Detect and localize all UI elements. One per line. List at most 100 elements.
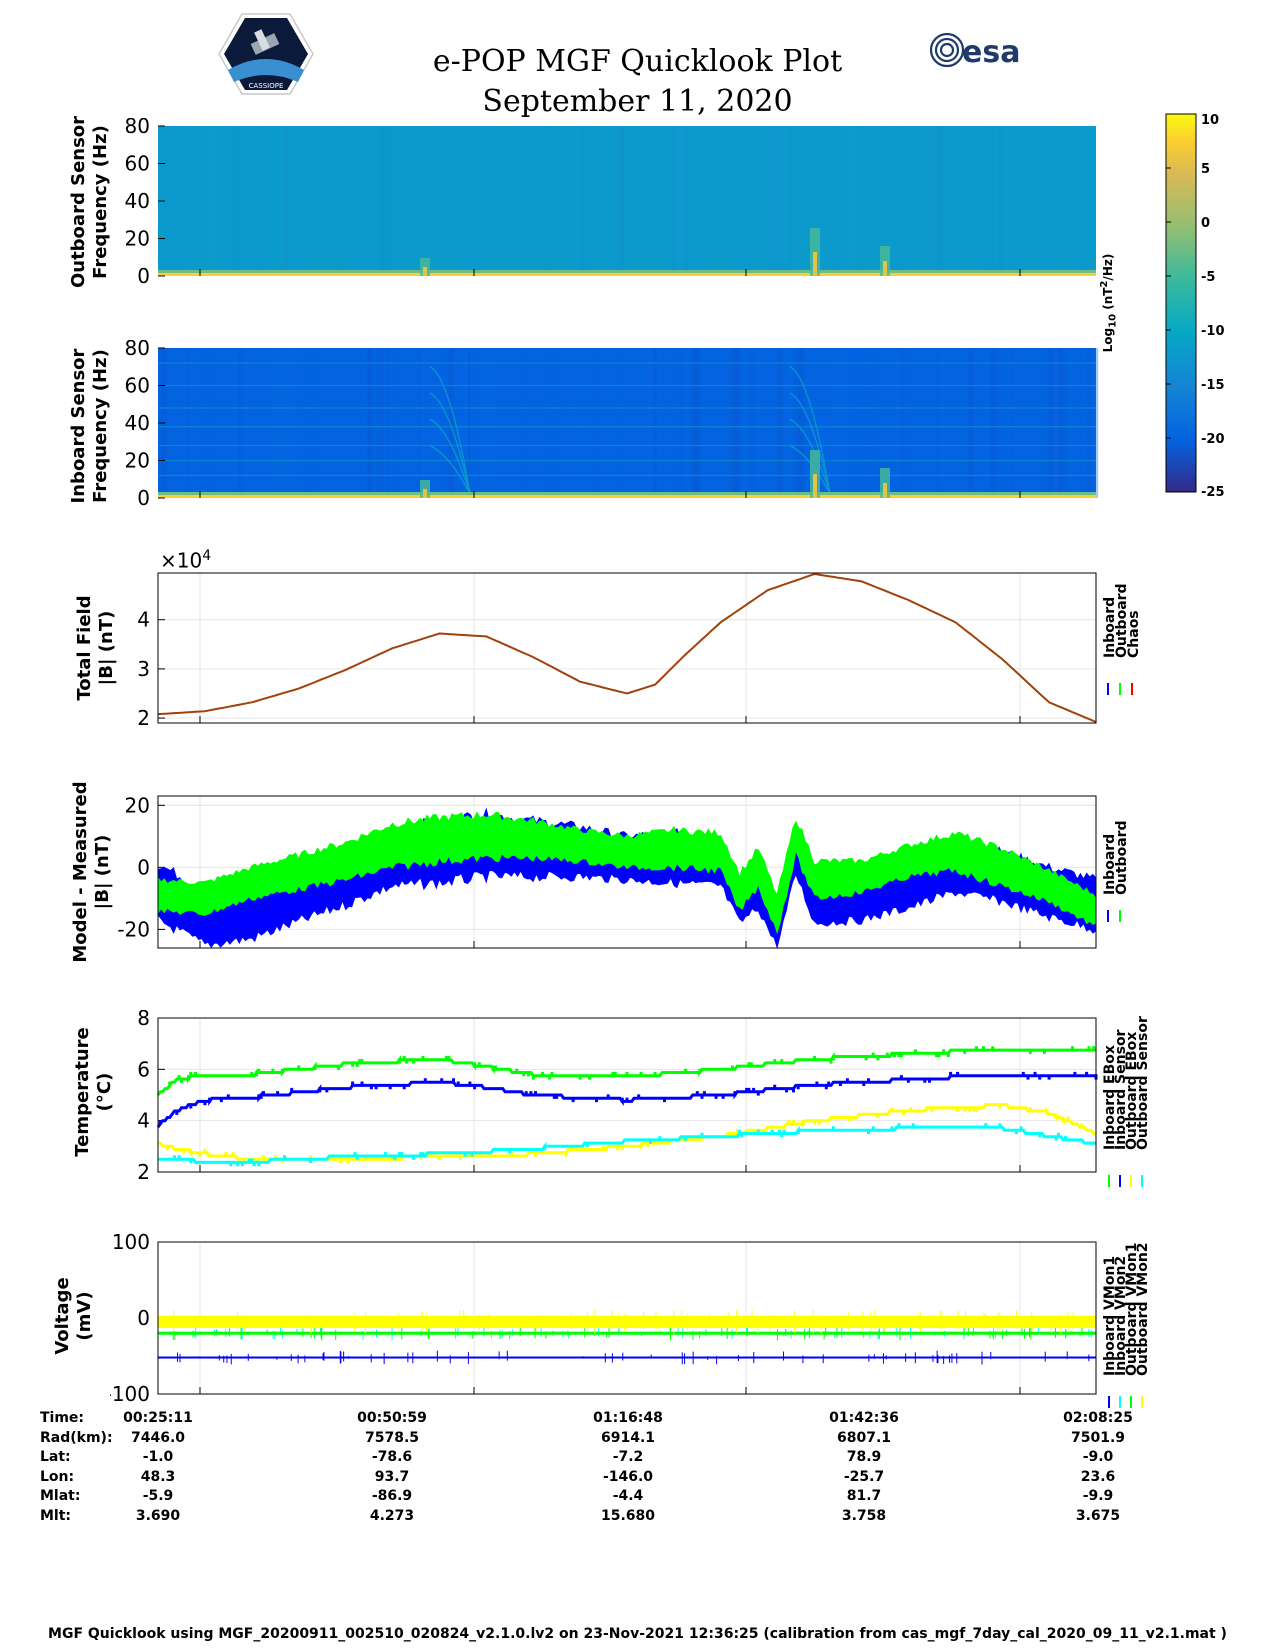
inboard-spectrogram-texture <box>307 348 315 498</box>
total-field-exponent: ×104 <box>160 548 211 573</box>
inboard-spectrogram-texture <box>652 348 657 498</box>
temperature-chart: 8 6 4 2 <box>110 1006 1110 1184</box>
total-field-legend-label: Outboard <box>1114 583 1130 658</box>
outboard-spectrogram-background <box>158 126 1096 276</box>
inboard-spectrogram-texture <box>240 348 245 498</box>
ephemeris-cell: 3.758 <box>841 1507 887 1524</box>
ephemeris-cell: -1.0 <box>142 1449 174 1465</box>
outboard-spectrogram-texture <box>937 126 941 276</box>
colorbar-tick-label: 10 <box>1201 113 1219 128</box>
inboard-spectrogram-texture <box>574 348 582 498</box>
outboard-spectrogram-texture <box>851 126 856 276</box>
temperature-axes-box <box>157 1017 1097 1173</box>
esa-logo-icon <box>929 32 965 68</box>
inboard-spectrogram-ytick-label: 20 <box>125 449 150 473</box>
outboard-spectrogram-texture <box>359 126 365 276</box>
inboard-spectrogram-texture <box>290 348 296 498</box>
ephemeris-cell: 4.273 <box>369 1507 415 1524</box>
ephemeris-cell: 48.3 <box>140 1468 176 1485</box>
colorbar-gradient <box>1165 113 1197 493</box>
voltage-series-outboard-vmon1 <box>158 1331 1096 1335</box>
inboard-spectrogram-whistler-trace <box>429 418 471 495</box>
outboard-spectrogram-texture <box>1066 126 1074 276</box>
inboard-spectrogram-texture <box>797 348 804 498</box>
outboard-spectrogram-texture <box>411 126 419 276</box>
inboard-spectrogram-texture <box>481 348 486 498</box>
inboard-spectrogram-ytick-label: 60 <box>125 374 150 398</box>
inboard-spectrogram-texture <box>522 348 526 498</box>
inboard-spectrogram-texture <box>185 348 191 498</box>
outboard-spectrogram-texture <box>544 126 551 276</box>
ephemeris-cell: 01:42:36 <box>829 1410 899 1426</box>
outboard-spectrogram-texture <box>580 126 583 276</box>
voltage-ylabel-line2: (mV) <box>74 1291 95 1341</box>
outboard-spectrogram-texture <box>770 126 774 276</box>
outboard-spectrogram-texture <box>998 126 1003 276</box>
outboard-spectrogram-texture <box>616 126 619 276</box>
outboard-spectrogram-texture <box>271 126 276 276</box>
inboard-spectrogram-chart: 80 60 40 20 0 <box>110 336 1110 510</box>
voltage-series-inboard-vmon1 <box>158 1356 1096 1359</box>
outboard-spectrogram-texture <box>788 126 792 276</box>
temperature-ytick-label: 8 <box>137 1010 150 1030</box>
colorbar-tick-label: -5 <box>1201 270 1215 285</box>
inboard-spectrogram-texture <box>206 348 211 498</box>
inboard-spectrogram-whistler-trace <box>429 392 471 495</box>
outboard-spectrogram-texture <box>1007 126 1014 276</box>
model-measured-axes-box <box>157 795 1097 949</box>
outboard-spectrogram-ylabel-line1: Outboard Sensor <box>68 115 89 289</box>
ephemeris-cell: 7578.5 <box>364 1429 420 1446</box>
model-measured-ylabel: Model - Measured |B| (nT) <box>70 772 114 972</box>
inboard-spectrogram-texture <box>314 348 317 498</box>
inboard-spectrogram-texture <box>862 348 869 498</box>
inboard-spectrogram-texture <box>692 348 701 498</box>
temperature-ytick-label: 6 <box>137 1057 150 1081</box>
inboard-spectrogram-texture <box>865 348 873 498</box>
inboard-spectrogram-texture <box>968 348 973 498</box>
footer-caption: MGF Quicklook using MGF_20200911_002510_… <box>48 1626 1227 1642</box>
inboard-spectrogram-texture <box>376 348 383 498</box>
ephemeris-cell: 6914.1 <box>600 1429 656 1446</box>
inboard-spectrogram-texture <box>734 348 740 498</box>
voltage-ytick-label: -100 <box>110 1382 150 1404</box>
temperature-series-inboard-sensor <box>156 1071 1098 1129</box>
inboard-spectrogram-texture <box>386 348 389 498</box>
voltage-ylabel-line1: Voltage <box>52 1277 73 1355</box>
inboard-spectrogram-texture <box>388 348 391 498</box>
inboard-spectrogram-texture <box>549 348 557 498</box>
voltage-legend-label: Inboard VMon2 <box>1113 1256 1129 1376</box>
total-field-legend-label: Chaos <box>1126 610 1142 658</box>
outboard-spectrogram-texture <box>374 126 378 276</box>
outboard-spectrogram-texture <box>270 126 279 276</box>
inboard-spectrogram-whistler-trace <box>429 444 471 495</box>
inboard-spectrogram-texture <box>367 348 372 498</box>
outboard-spectrogram-texture <box>623 126 628 276</box>
inboard-spectrogram-texture <box>483 348 492 498</box>
inboard-spectrogram-texture <box>730 348 735 498</box>
inboard-spectrogram-texture <box>393 348 398 498</box>
outboard-spectrogram-texture <box>585 126 594 276</box>
voltage-legend: Inboard VMon1 Inboard VMon2 Outboard VMon1… <box>1100 1236 1160 1421</box>
colorbar-tick-label: -15 <box>1201 378 1225 393</box>
outboard-spectrogram-texture <box>1082 126 1088 276</box>
outboard-spectrogram-texture <box>335 126 340 276</box>
ephemeris-row-label: Lat: <box>40 1449 71 1465</box>
temperature-series-inboard-ebox <box>156 1046 1096 1096</box>
inboard-spectrogram-texture <box>786 348 795 498</box>
inboard-spectrogram-ytick-label: 40 <box>125 411 150 435</box>
inboard-spectrogram-texture <box>416 348 422 498</box>
ephemeris-cell: 00:50:59 <box>357 1410 427 1426</box>
model-measured-ytick-label: 20 <box>125 793 150 817</box>
temperature-series-outboard-ebox <box>158 1103 1096 1163</box>
outboard-spectrogram-texture <box>937 126 945 276</box>
temperature-legend-label: Inboard Sensor <box>1113 1029 1129 1150</box>
outboard-spectrogram-texture <box>164 126 169 276</box>
outboard-spectrogram-texture <box>987 126 993 276</box>
voltage-axes-box <box>157 1241 1097 1395</box>
outboard-spectrogram-texture <box>543 126 548 276</box>
outboard-spectrogram-texture <box>777 126 785 276</box>
colorbar-label-sub: 10 <box>1107 313 1119 328</box>
inboard-spectrogram-texture <box>989 348 998 498</box>
inboard-spectrogram-whistler-trace <box>789 392 831 495</box>
inboard-spectrogram-texture <box>692 348 696 498</box>
